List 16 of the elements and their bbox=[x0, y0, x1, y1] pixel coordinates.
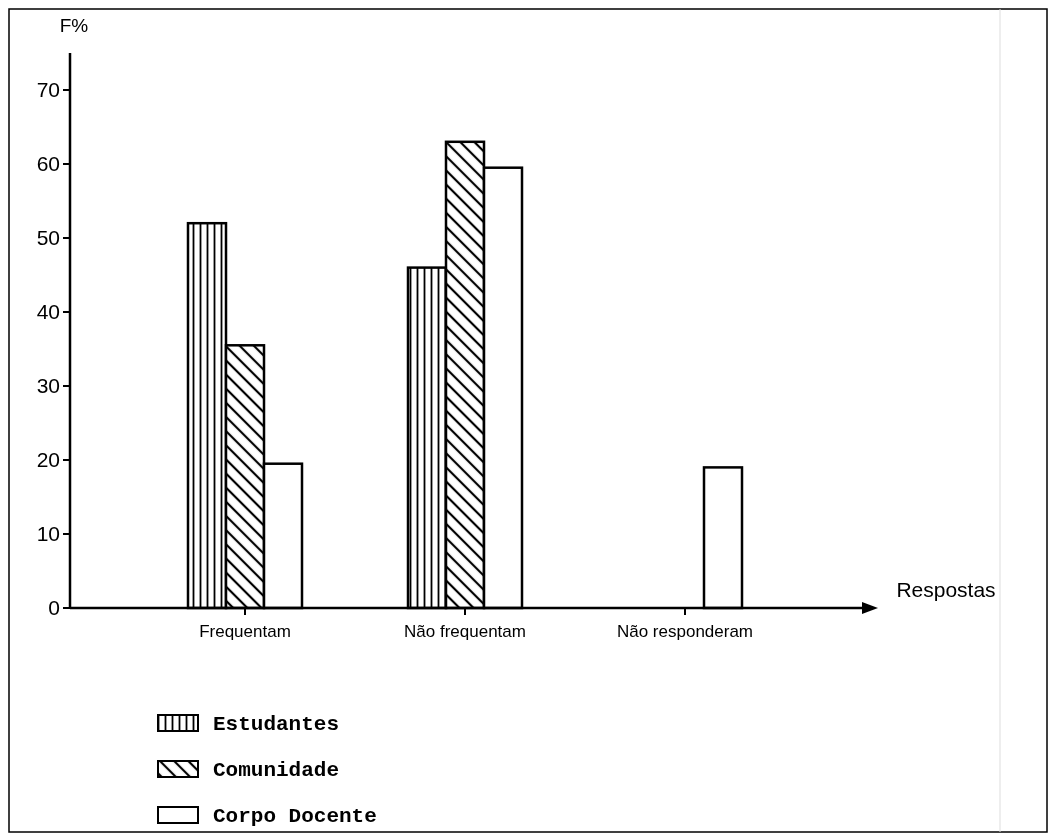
y-tick-label: 40 bbox=[36, 300, 60, 324]
legend-label: Estudantes bbox=[213, 713, 340, 737]
y-tick-label: 50 bbox=[36, 226, 60, 250]
y-tick-label: 0 bbox=[48, 596, 60, 620]
y-tick-label: 60 bbox=[36, 152, 60, 176]
y-tick-label: 70 bbox=[36, 78, 60, 102]
y-axis-title: F% bbox=[59, 15, 89, 36]
x-tick-label: Não responderam bbox=[616, 622, 754, 641]
y-tick-label: 20 bbox=[36, 448, 60, 472]
y-tick-label: 10 bbox=[36, 522, 60, 546]
legend-label: Comunidade bbox=[213, 759, 340, 783]
legend-label: Corpo Docente bbox=[213, 805, 377, 829]
x-tick-label: Frequentam bbox=[199, 622, 291, 641]
y-tick-label: 30 bbox=[36, 374, 60, 398]
x-tick-label: Não frequentam bbox=[404, 622, 526, 641]
x-axis-title: Respostas bbox=[896, 578, 996, 601]
